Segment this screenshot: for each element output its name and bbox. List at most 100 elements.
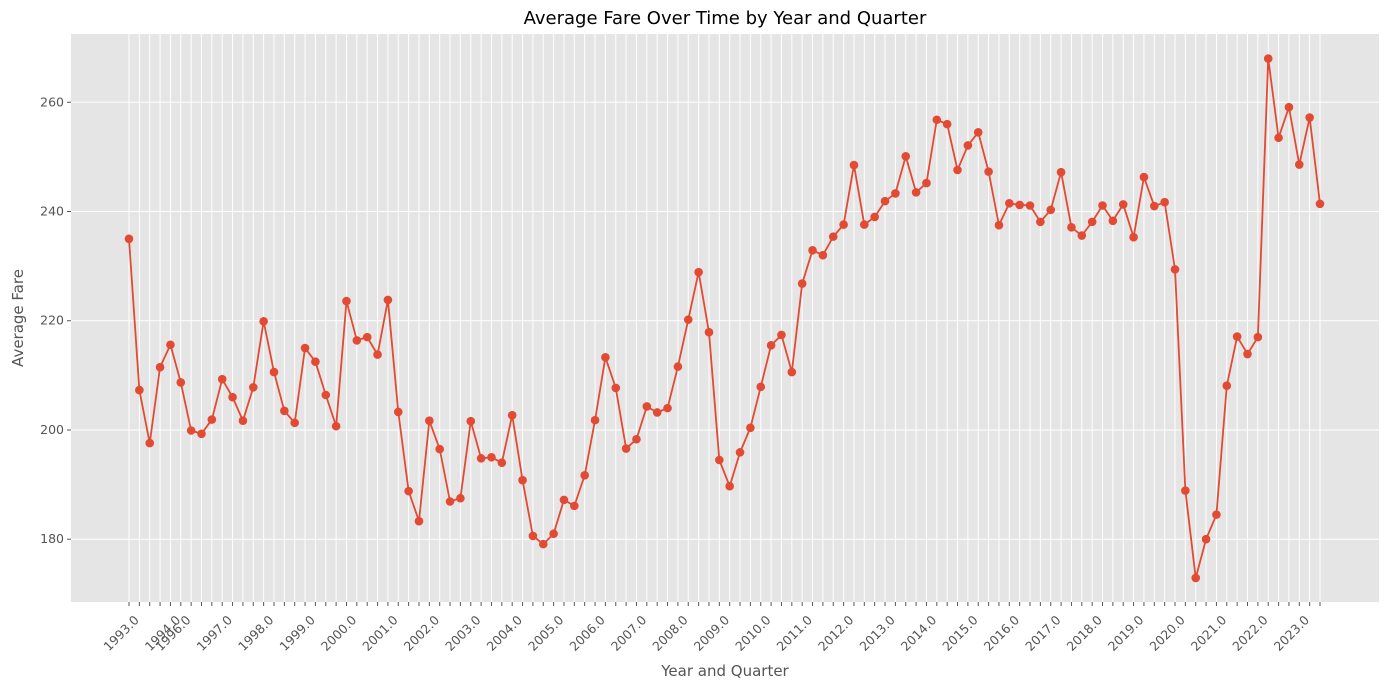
data-point [383,295,393,305]
data-point [601,353,610,362]
data-point [1274,133,1283,143]
data-point [818,250,828,260]
x-tick-label: 1998.0 [235,612,277,654]
x-tick-label: 2017.0 [1022,612,1064,654]
data-point [497,458,507,468]
data-point [145,438,155,448]
data-point [1181,486,1190,495]
y-tick-label: 200 [40,422,64,437]
data-point [487,452,496,462]
data-point [901,152,911,161]
data-point [124,234,134,244]
chart-title: Average Fare Over Time by Year and Quart… [524,8,927,29]
data-point [725,481,734,491]
data-point [673,362,683,371]
data-point [642,402,652,411]
data-point [1129,232,1138,242]
y-tick-label: 220 [40,313,64,328]
x-tick-label: 2006.0 [566,612,608,654]
data-point [1284,102,1294,112]
x-tick-label: 2021.0 [1188,612,1230,654]
data-point [746,423,755,433]
data-point [1005,199,1014,208]
data-point [1315,199,1325,209]
data-point [352,336,362,345]
y-gridlines [71,101,1379,540]
data-point [456,493,465,503]
data-point [839,220,848,229]
data-point [1056,167,1066,177]
data-point [870,212,879,222]
data-point [797,279,807,288]
x-tick-label: 2012.0 [815,612,857,654]
data-point [1294,160,1304,169]
x-tick-label: 2010.0 [732,612,774,654]
data-point [176,378,186,387]
y-tick-label: 180 [40,531,64,546]
y-axis-label: Average Fare [9,269,27,367]
data-point [445,497,455,506]
data-point [280,406,289,416]
data-point [828,232,838,241]
data-point [880,196,890,206]
data-point [1263,54,1273,63]
data-point [166,340,175,350]
data-point [476,454,486,463]
data-point [425,416,434,425]
data-point [849,160,859,170]
x-tick-label: 2007.0 [608,612,650,654]
x-tick-label: 1993.0 [100,612,142,654]
data-point [694,267,703,277]
data-point [1015,200,1024,210]
data-point [984,167,993,176]
data-point [528,531,538,541]
data-point [269,367,279,377]
data-point [538,539,548,549]
data-point [808,245,817,255]
data-point [404,486,413,496]
data-point [1046,205,1056,215]
x-tick-label: 2022.0 [1229,612,1271,654]
x-tick-label: 2008.0 [649,612,691,654]
data-point [766,341,776,350]
x-tick-label: 2015.0 [939,612,981,654]
data-point [507,410,517,420]
x-tick-label: 1997.0 [194,612,236,654]
data-point [217,374,227,384]
data-point [1191,573,1201,583]
data-point [953,165,962,175]
data-point [155,362,165,372]
data-point [1118,200,1128,209]
data-points [124,54,1325,583]
x-tick-label: 2019.0 [1105,612,1147,654]
y-tick-label: 240 [40,204,64,219]
data-point [787,367,797,377]
data-point [1305,113,1314,122]
data-point [663,403,672,413]
x-tick-label: 2018.0 [1064,612,1106,654]
data-point [652,408,662,417]
x-tick-label: 2000.0 [318,612,360,654]
data-point [373,350,382,359]
data-point [911,188,921,197]
data-point [704,327,714,337]
data-point [621,444,631,453]
data-point [963,141,973,150]
data-point [1087,217,1097,227]
data-point [518,475,527,485]
data-point [942,119,952,129]
data-point [1149,201,1159,211]
plot-area [71,34,1379,602]
data-point [1160,197,1169,207]
x-tick-label: 2009.0 [691,612,733,654]
data-point [683,315,693,324]
x-axis-label: Year and Quarter [660,662,789,680]
data-point [1201,534,1211,544]
data-point [259,316,268,326]
data-point [1222,381,1232,391]
data-point [994,220,1004,230]
data-point [922,178,931,188]
x-gridlines [128,34,1321,602]
